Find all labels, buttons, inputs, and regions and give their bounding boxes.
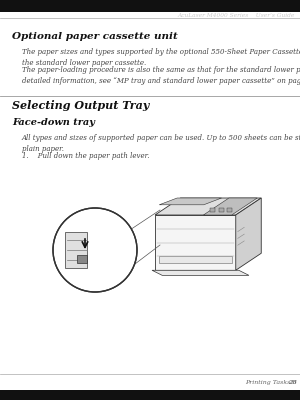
Text: The paper sizes and types supported by the optional 550-Sheet Paper Cassette Uni: The paper sizes and types supported by t…	[22, 48, 300, 67]
Circle shape	[53, 208, 137, 292]
Text: The paper-loading procedure is also the same as that for the standard lower pape: The paper-loading procedure is also the …	[22, 66, 300, 85]
Polygon shape	[236, 198, 261, 270]
Text: Face-down tray: Face-down tray	[12, 118, 95, 127]
Bar	[0, 390, 300, 400]
Bar	[77, 255, 87, 263]
Text: 1.    Pull down the paper path lever.: 1. Pull down the paper path lever.	[22, 152, 149, 160]
Text: Optional paper cassette unit: Optional paper cassette unit	[12, 32, 178, 41]
Text: All types and sizes of supported paper can be used. Up to 500 sheets can be stac: All types and sizes of supported paper c…	[22, 134, 300, 153]
Text: 28: 28	[288, 380, 297, 385]
Bar	[65, 232, 87, 268]
Polygon shape	[155, 215, 236, 270]
Text: Selecting Output Tray: Selecting Output Tray	[12, 100, 149, 111]
Polygon shape	[159, 198, 221, 205]
Bar	[159, 256, 232, 263]
Polygon shape	[203, 198, 257, 215]
Polygon shape	[152, 270, 249, 275]
Polygon shape	[155, 198, 261, 215]
Bar	[210, 208, 215, 212]
Bar	[219, 208, 224, 212]
Text: Printing Tasks: Printing Tasks	[245, 380, 290, 385]
Bar	[0, 0, 300, 12]
Text: AcuLaser M4000 Series    User’s Guide: AcuLaser M4000 Series User’s Guide	[178, 13, 295, 18]
Bar	[227, 208, 232, 212]
